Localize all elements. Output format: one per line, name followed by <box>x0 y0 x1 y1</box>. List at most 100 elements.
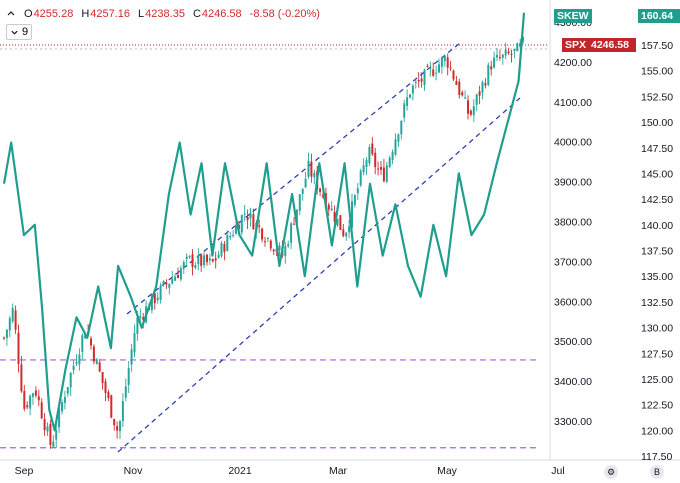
skew-tick-label: 147.50 <box>641 143 673 155</box>
spx-candle-body <box>200 254 203 266</box>
scale-b-button[interactable]: B <box>650 465 664 479</box>
spx-candle-body <box>403 103 406 118</box>
spx-candle-body <box>487 64 490 85</box>
spx-candle-body <box>327 204 330 210</box>
spx-candle-body <box>98 362 101 372</box>
spx-candle-body <box>307 160 310 177</box>
spx-candle-body <box>313 172 316 178</box>
spx-candle-body <box>368 147 371 164</box>
spx-candle-body <box>174 276 177 281</box>
low-value: L4238.35 <box>138 8 185 20</box>
spx-candle-body <box>52 441 55 447</box>
spx-candle-body <box>226 235 229 251</box>
spx-candle-body <box>278 245 281 251</box>
spx-candle-body <box>385 165 388 182</box>
spx-candle-body <box>513 48 516 52</box>
spx-candle-body <box>258 225 261 227</box>
spx-candle-body <box>516 43 519 52</box>
change-value: -8.58 (-0.20%) <box>249 8 320 20</box>
spx-candle-body <box>429 67 432 69</box>
skew-tick-label: 140.00 <box>641 220 673 232</box>
spx-candle-body <box>61 402 63 412</box>
spx-candle-body <box>310 161 313 177</box>
spx-candle-body <box>49 423 52 445</box>
spx-candle-body <box>501 54 504 58</box>
price-tick-label: 4200.00 <box>554 57 592 69</box>
spx-candle-body <box>478 91 481 96</box>
settings-gear-icon[interactable]: ⚙ <box>604 465 618 479</box>
spx-candle-body <box>295 209 298 226</box>
spx-candle-body <box>362 165 365 173</box>
skew-tick-label: 117.50 <box>641 451 672 463</box>
spx-candle-body <box>139 316 142 318</box>
spx-candle-body <box>78 354 81 365</box>
spx-candle-body <box>446 57 449 68</box>
spx-candle-body <box>496 54 498 58</box>
spx-candle-body <box>374 152 377 168</box>
spx-candle-body <box>467 100 469 114</box>
spx-candle-body <box>11 307 14 322</box>
spx-candle-body <box>435 72 438 74</box>
spx-candle-body <box>66 387 69 394</box>
spx-candle-body <box>345 232 348 237</box>
open-value: O4255.28 <box>24 8 74 20</box>
skew-tick-label: 157.50 <box>641 40 673 52</box>
spx-candle-body <box>356 188 359 194</box>
price-tick-label: 3800.00 <box>554 217 592 229</box>
price-tick-label: 3600.00 <box>554 296 592 308</box>
x-tick-label: 2021 <box>228 465 252 477</box>
skew-line <box>2 12 526 432</box>
spx-candle-body <box>449 67 452 69</box>
spx-candle-body <box>461 92 464 96</box>
spx-candle-body <box>304 178 307 188</box>
spx-candle-body <box>426 66 429 68</box>
spx-candle-body <box>269 240 272 249</box>
spx-candle-body <box>107 391 110 399</box>
spx-candle-body <box>243 213 246 215</box>
spx-candle-body <box>197 255 200 265</box>
spx-candle-body <box>336 218 339 226</box>
skew-tick-label: 122.50 <box>641 400 673 412</box>
spx-candle-body <box>420 78 423 82</box>
spx-candle-body <box>121 401 124 422</box>
spx-candle-body <box>414 81 417 83</box>
spx-candle-body <box>165 282 168 285</box>
spx-candle-body <box>246 217 249 221</box>
spx-candle-body <box>397 134 400 142</box>
high-value: H4257.16 <box>81 8 131 20</box>
collapse-chevron-icon[interactable] <box>6 9 16 19</box>
spx-candle-body <box>194 265 197 269</box>
spx-candle-body <box>469 110 472 115</box>
x-tick-label: Mar <box>329 465 348 477</box>
price-tick-label: 3300.00 <box>554 416 592 428</box>
skew-tick-label: 150.00 <box>641 117 673 129</box>
x-tick-label: Nov <box>124 465 143 477</box>
spx-candle-body <box>136 317 139 334</box>
indicators-toggle[interactable]: 9 <box>6 24 33 40</box>
spx-candle-body <box>458 81 461 95</box>
spx-candle-body <box>443 55 446 62</box>
chevron-down-icon <box>11 30 18 35</box>
spx-candle-body <box>26 405 29 408</box>
spx-candle-body <box>206 254 208 263</box>
spx-candle-body <box>81 335 84 352</box>
spx-candle-body <box>365 159 368 168</box>
skew-tick-label: 120.00 <box>641 425 673 437</box>
spx-candle-body <box>156 297 159 301</box>
spx-candle-body <box>298 194 301 211</box>
spx-candle-body <box>284 246 287 257</box>
spx-candle-body <box>20 364 23 392</box>
spx-candle-body <box>293 223 295 225</box>
spx-tag: SPX <box>562 38 592 52</box>
spx-candle-body <box>229 236 232 238</box>
skew-tick-label: 130.00 <box>641 323 673 335</box>
spx-candle-body <box>440 57 443 67</box>
spx-candle-body <box>475 94 478 105</box>
spx-candle-body <box>63 396 66 403</box>
spx-candle-body <box>150 294 153 311</box>
spx-candle-body <box>214 258 217 261</box>
spx-candle-body <box>58 407 61 428</box>
spx-candle-body <box>40 402 43 419</box>
spx-candle-body <box>484 83 487 86</box>
